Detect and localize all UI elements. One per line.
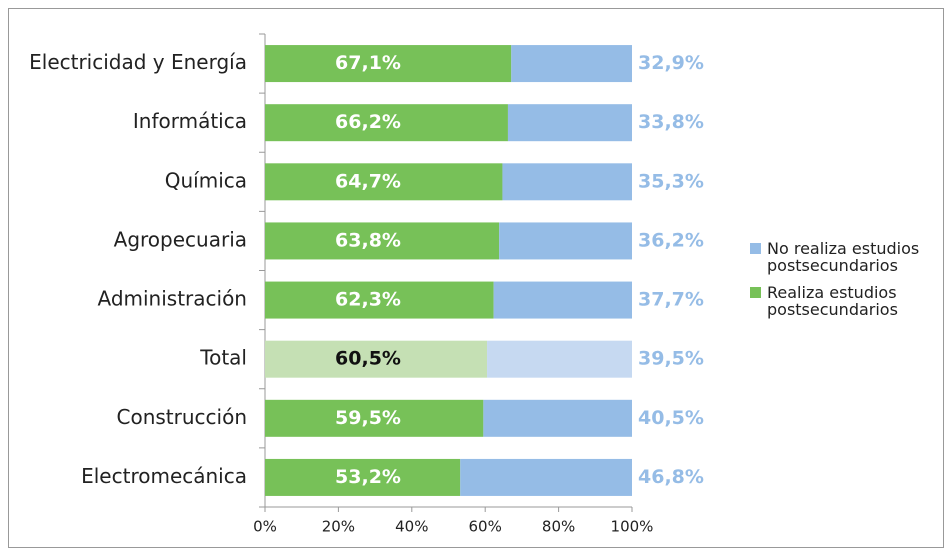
bar-segment xyxy=(511,45,632,83)
data-label: 39,5% xyxy=(638,348,704,370)
bar-segment xyxy=(499,222,632,260)
legend-swatch xyxy=(750,287,761,298)
legend-item: No realiza estudios postsecundarios xyxy=(750,240,940,274)
legend-label: Realiza estudios postsecundarios xyxy=(767,283,898,319)
x-tick-label: 20% xyxy=(322,518,355,536)
category-label: Total xyxy=(199,346,247,370)
category-label: Electromecánica xyxy=(81,464,247,488)
bar-segment xyxy=(493,281,632,319)
category-label: Química xyxy=(165,168,247,192)
bar-segment xyxy=(265,340,488,378)
data-label: 60,5% xyxy=(335,348,401,370)
bar-segment xyxy=(483,399,632,437)
x-tick-label: 40% xyxy=(395,518,428,536)
legend: No realiza estudios postsecundarios Reali… xyxy=(750,240,940,328)
data-label: 33,8% xyxy=(638,111,704,133)
data-label: 62,3% xyxy=(335,289,401,311)
bar-segment xyxy=(265,222,500,260)
bar-segment xyxy=(265,399,484,437)
x-tick-label: 60% xyxy=(469,518,502,536)
data-label: 32,9% xyxy=(638,52,704,74)
data-label: 40,5% xyxy=(638,407,704,429)
x-tick-label: 100% xyxy=(611,518,654,536)
category-label: Agropecuaria xyxy=(114,227,247,251)
data-label: 66,2% xyxy=(335,111,401,133)
bar-segment xyxy=(265,281,494,319)
bar-segment xyxy=(265,163,503,201)
data-label: 35,3% xyxy=(638,170,704,192)
category-label: Electricidad y Energía xyxy=(29,50,247,74)
x-tick-label: 80% xyxy=(542,518,575,536)
frame xyxy=(8,8,944,548)
category-label: Administración xyxy=(97,287,247,311)
legend-item: Realiza estudios postsecundarios xyxy=(750,284,940,318)
data-label: 36,2% xyxy=(638,229,704,251)
data-label: 67,1% xyxy=(335,52,401,74)
bar-segment xyxy=(460,458,632,496)
bar-segment xyxy=(265,45,512,83)
x-tick-label: 0% xyxy=(253,518,277,536)
legend-swatch xyxy=(750,243,761,254)
bar-segment xyxy=(502,163,632,201)
data-label: 46,8% xyxy=(638,466,704,488)
category-label: Informática xyxy=(133,109,247,133)
data-label: 59,5% xyxy=(335,407,401,429)
bar-segment xyxy=(507,104,632,142)
bar-segment xyxy=(265,104,508,142)
bar-segment xyxy=(265,458,461,496)
data-label: 64,7% xyxy=(335,170,401,192)
data-label: 53,2% xyxy=(335,466,401,488)
data-label: 37,7% xyxy=(638,289,704,311)
legend-label: No realiza estudios postsecundarios xyxy=(767,239,920,275)
bar-segment xyxy=(487,340,632,378)
category-label: Construcción xyxy=(117,405,248,429)
data-label: 63,8% xyxy=(335,229,401,251)
